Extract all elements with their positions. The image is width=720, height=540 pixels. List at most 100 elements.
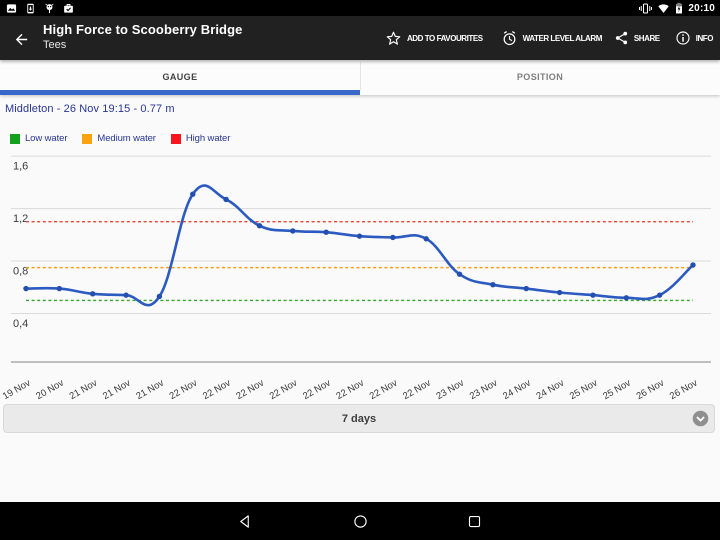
- y-axis-label: 1,6: [13, 161, 28, 173]
- data-point-16: [556, 289, 563, 296]
- x-axis-label: 22 Nov: [234, 377, 266, 402]
- data-point-0: [23, 285, 29, 292]
- data-point-2: [90, 291, 96, 297]
- data-point-18: [623, 295, 629, 301]
- task-check-icon: [64, 3, 73, 13]
- data-point-10: [356, 233, 363, 239]
- action-buttons: ADD TO FAVOURITES WATER LEVEL ALARM: [385, 16, 713, 60]
- tab-gauge[interactable]: GAUGE: [162, 71, 198, 82]
- back-icon[interactable]: [237, 514, 252, 529]
- home-icon[interactable]: [353, 514, 368, 529]
- y-axis-label: 0,8: [13, 266, 28, 278]
- x-axis-label: 22 Nov: [301, 377, 333, 402]
- data-point-14: [490, 281, 496, 288]
- add-to-favourites-button[interactable]: ADD TO FAVOURITES: [385, 30, 483, 47]
- x-axis-label: 24 Nov: [535, 377, 567, 402]
- notification-icons: [6, 0, 74, 16]
- data-point-7: [256, 222, 263, 229]
- legend-item-high-water: High water: [170, 133, 231, 144]
- data-point-15: [523, 285, 529, 292]
- data-point-5: [190, 191, 196, 197]
- arrow-back-icon: [15, 33, 27, 45]
- legend-item-medium-water: Medium water: [82, 133, 156, 144]
- chart-legend: Low water Medium water High water: [10, 133, 245, 144]
- info-button[interactable]: INFO: [675, 30, 713, 46]
- x-axis-label: 25 Nov: [568, 377, 600, 402]
- info-icon: [676, 31, 690, 45]
- x-axis-label: 21 Nov: [134, 377, 166, 402]
- data-point-20: [690, 262, 696, 268]
- active-tab-indicator: [0, 90, 360, 95]
- data-point-17: [590, 292, 596, 298]
- data-point-11: [390, 234, 396, 241]
- vibrate-icon: [639, 3, 653, 13]
- tab-position[interactable]: POSITION: [516, 71, 564, 82]
- recents-icon[interactable]: [467, 514, 482, 529]
- x-axis-label: 22 Nov: [268, 377, 300, 402]
- screenshot-icon: [6, 3, 17, 13]
- legend-swatch: [170, 133, 181, 144]
- x-axis-label: 22 Nov: [401, 377, 433, 402]
- back-button[interactable]: [10, 28, 32, 50]
- info-label: INFO: [695, 33, 714, 43]
- legend-item-low-water: Low water: [10, 133, 68, 144]
- share-button[interactable]: SHARE: [614, 30, 660, 46]
- x-axis-label: 21 Nov: [101, 377, 133, 402]
- x-axis-label: 26 Nov: [635, 377, 667, 402]
- data-point-13: [456, 271, 463, 277]
- data-point-3: [123, 292, 129, 298]
- usb-debugging-icon: [45, 3, 54, 13]
- legend-swatch: [82, 133, 93, 144]
- x-axis-label: 22 Nov: [168, 377, 200, 402]
- data-point-8: [290, 228, 296, 234]
- x-axis-label: 21 Nov: [68, 377, 100, 402]
- legend-label: High water: [185, 133, 231, 144]
- water-level-alarm-label: WATER LEVEL ALARM: [522, 33, 603, 43]
- clock-time: 20:10: [688, 2, 715, 14]
- water-level-line: [24, 184, 695, 307]
- page-title: High Force to Scooberry Bridge: [43, 22, 243, 37]
- battery-charging-icon: [676, 2, 683, 14]
- system-status-icons: 20:10: [639, 0, 715, 16]
- x-axis-label: 23 Nov: [468, 377, 500, 402]
- app-bar: High Force to Scooberry Bridge Tees ADD …: [0, 16, 720, 60]
- page-subtitle: Tees: [43, 39, 67, 51]
- legend-swatch: [10, 133, 20, 144]
- y-axis-label: 1,2: [13, 213, 28, 225]
- system-update-icon: [27, 3, 34, 13]
- share-icon: [615, 31, 628, 45]
- y-axis-label: 0,4: [13, 318, 28, 330]
- x-axis-label: 24 Nov: [501, 377, 533, 402]
- x-axis-label: 22 Nov: [368, 377, 400, 402]
- x-axis-label: 22 Nov: [201, 377, 233, 402]
- time-range-selector[interactable]: 7 days: [3, 404, 715, 433]
- data-point-9: [323, 229, 329, 235]
- data-point-19: [656, 292, 663, 298]
- gauge-reading-header: Middleton - 26 Nov 19:15 - 0.77 m: [5, 103, 175, 115]
- share-label: SHARE: [633, 33, 660, 43]
- star-outline-icon: [386, 31, 401, 45]
- time-range-label: 7 days: [341, 412, 377, 425]
- data-point-4: [156, 293, 163, 300]
- add-to-favourites-label: ADD TO FAVOURITES: [406, 33, 483, 43]
- legend-label: Medium water: [97, 133, 156, 144]
- water-level-alarm-button[interactable]: WATER LEVEL ALARM: [501, 30, 602, 47]
- x-axis-label: 26 Nov: [668, 377, 700, 402]
- data-point-12: [423, 236, 429, 242]
- status-bar: 20:10: [0, 0, 720, 16]
- x-axis-label: 23 Nov: [434, 377, 466, 402]
- alarm-clock-icon: [503, 30, 516, 45]
- wifi-icon: [658, 3, 670, 13]
- tab-divider: [360, 62, 361, 90]
- x-axis-label: 20 Nov: [34, 377, 66, 402]
- data-point-6: [223, 196, 229, 203]
- tab-bar: GAUGE POSITION: [0, 60, 720, 95]
- x-axis-label: 25 Nov: [601, 377, 633, 402]
- x-axis-label: 19 Nov: [1, 377, 33, 402]
- data-point-1: [56, 285, 63, 292]
- legend-label: Low water: [25, 133, 68, 144]
- x-axis-label: 22 Nov: [334, 377, 366, 402]
- chevron-down-icon[interactable]: [692, 410, 709, 427]
